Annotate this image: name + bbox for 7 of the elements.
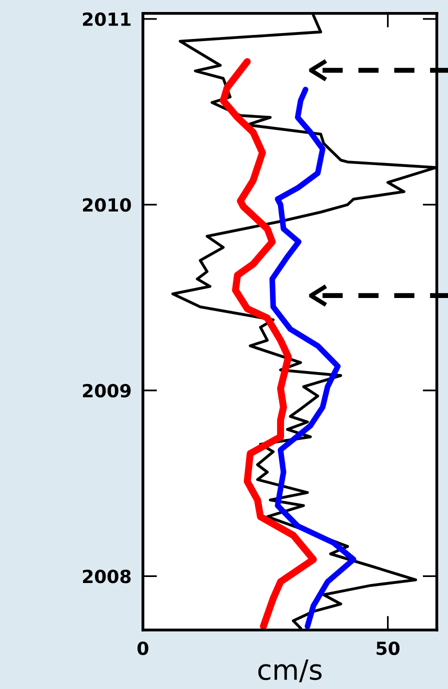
y-tick-label: 2010: [82, 198, 131, 212]
x-axis-title: cm/s: [258, 659, 322, 682]
x-tick-label: 50: [376, 641, 400, 656]
x-tick-label: 0: [137, 641, 148, 656]
y-tick-label: 2008: [82, 570, 131, 584]
y-tick-label: 2009: [82, 384, 131, 398]
y-tick-label: 2011: [82, 12, 131, 26]
